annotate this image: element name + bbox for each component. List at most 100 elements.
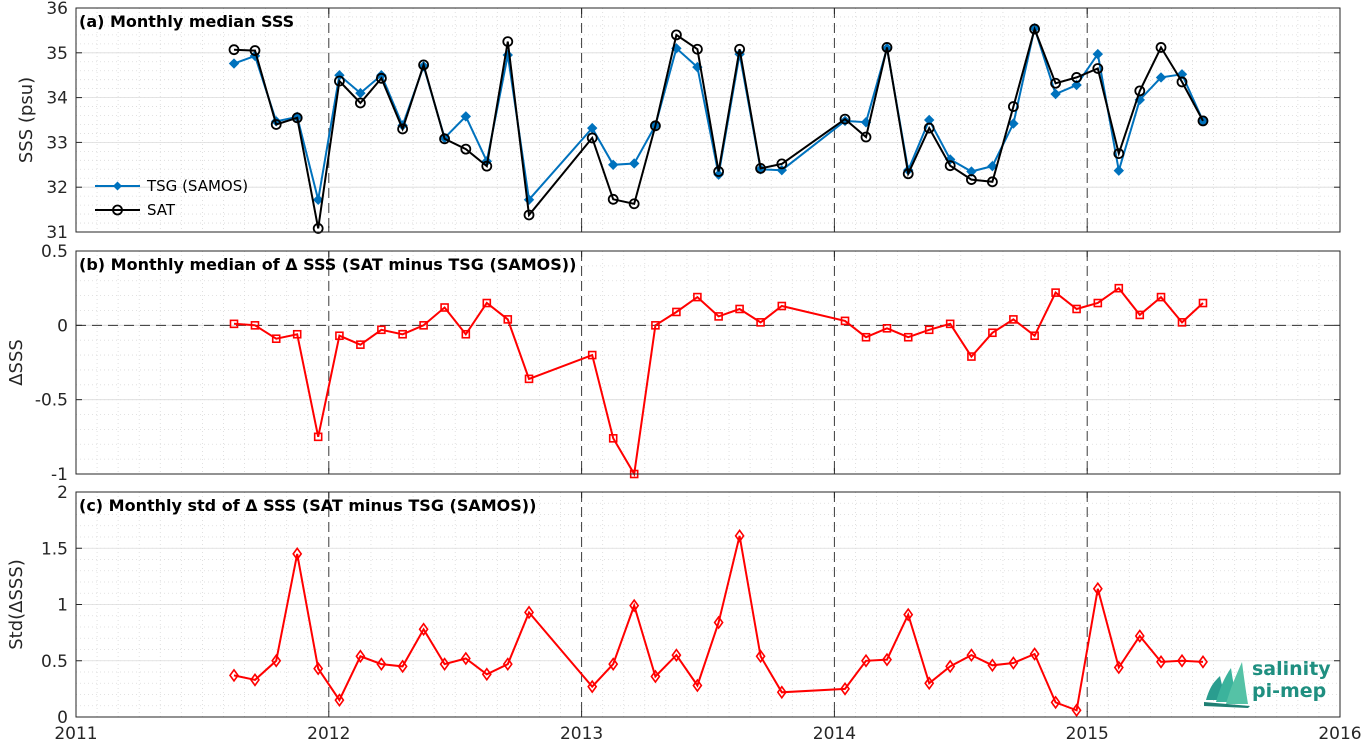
panel-c-x-tick-label: 2014 xyxy=(813,724,856,744)
panel-c-point xyxy=(650,669,661,684)
panel-b-point xyxy=(419,321,428,330)
panel-b-point xyxy=(988,328,997,338)
panel-c-point xyxy=(776,685,787,700)
panel-b-point xyxy=(756,318,765,327)
panel-c-std-delta-sss: 0 0.5 1 1.5 2 2011 2012 2013 2014 2015 2016 (c) Mo… xyxy=(6,483,1362,744)
panel-c-point xyxy=(397,659,408,674)
panel-c-point xyxy=(1050,695,1061,710)
panel-a-sat-point xyxy=(354,97,366,109)
panel-b-point xyxy=(313,432,323,442)
panel-a-title: (a) Monthly median SSS xyxy=(79,12,294,31)
panel-a-sat-point xyxy=(586,132,598,144)
panel-a-sat-point xyxy=(860,131,872,143)
panel-a-sat-point xyxy=(334,75,345,87)
panel-b-y-tick-label: -0.5 xyxy=(35,391,68,411)
panel-b-point xyxy=(1009,315,1018,324)
panel-a-sat-point xyxy=(460,143,472,155)
panel-a-tsg-samos-point xyxy=(312,194,324,205)
panel-a-sat-line xyxy=(233,25,1204,229)
panel-b-series-line xyxy=(233,286,1204,477)
panel-c-point xyxy=(1156,655,1167,669)
panel-a-y-tick-label: 32 xyxy=(46,178,68,198)
panel-c-point xyxy=(608,657,619,671)
panel-c-x-tick-label: 2012 xyxy=(307,724,350,744)
panel-a-sat-point xyxy=(713,166,725,177)
panel-a-sat-point xyxy=(375,72,387,84)
panel-c-point xyxy=(1092,581,1103,596)
panel-a-sat-point xyxy=(691,43,703,55)
panel-c-x-tick-label: 2011 xyxy=(54,724,97,744)
panel-a-sat-point xyxy=(1092,63,1104,74)
panel-c-y-tick-label: 0.5 xyxy=(41,652,68,672)
panel-a-sat-point xyxy=(628,198,640,210)
panel-a-sat-point xyxy=(249,45,261,56)
panel-a-tsg-samos-point xyxy=(1113,165,1125,176)
panel-c-point xyxy=(502,657,513,671)
panel-c-point xyxy=(966,648,977,662)
panel-a-sat-point xyxy=(734,43,745,55)
panel-a-sat-point xyxy=(418,59,430,71)
panel-c-point xyxy=(1177,653,1187,668)
panel-b-point xyxy=(672,307,681,317)
panel-c-point xyxy=(671,648,682,662)
panel-a-sat-point xyxy=(270,119,282,130)
panel-c-point xyxy=(713,615,724,630)
panel-b-y-tick-label: 0.5 xyxy=(41,242,68,262)
panel-b-y-tick-label: -1 xyxy=(51,465,68,485)
panel-b-point xyxy=(651,321,660,330)
panel-c-point xyxy=(587,679,598,694)
panel-a-tsg-samos-point xyxy=(987,160,998,172)
panel-c-point xyxy=(1029,647,1040,661)
panel-c-title: (c) Monthly std of Δ SSS (SAT minus TSG … xyxy=(79,496,536,515)
panel-c-point xyxy=(271,653,282,668)
panel-c-point xyxy=(313,661,324,676)
legend-tsg-marker xyxy=(113,181,122,191)
panel-a-tsg-samos-point xyxy=(607,159,619,171)
logo-word-pi-mep: pi-mep xyxy=(1252,680,1327,702)
panel-b-point xyxy=(714,312,723,321)
panel-c-point xyxy=(903,607,914,622)
panel-b-point xyxy=(777,301,787,311)
panel-b-point xyxy=(587,350,597,360)
panel-c-point xyxy=(1008,656,1019,670)
panel-b-point xyxy=(735,304,744,314)
panel-b-point xyxy=(861,332,871,342)
wave-logo-icon xyxy=(1204,662,1250,708)
panel-c-y-tick-label: 1.5 xyxy=(41,539,68,559)
panel-a-sat-point xyxy=(481,160,493,172)
panel-b-point xyxy=(271,334,281,344)
legend-sat-marker xyxy=(112,204,123,216)
panel-b-point xyxy=(882,324,892,333)
panel-a-tsg-samos-point xyxy=(1071,79,1082,91)
panel-b-point xyxy=(1135,310,1145,320)
panel-c-point xyxy=(524,605,535,620)
panel-c-point xyxy=(1134,629,1145,643)
panel-a-sat-point xyxy=(1071,72,1082,83)
panel-b-point xyxy=(903,332,913,342)
panel-a-tsg-samos-point xyxy=(1092,48,1104,60)
panel-a-y-axis-label: SSS (psu) xyxy=(16,77,37,163)
panel-a-sat-point xyxy=(502,36,514,47)
panel-a-sat-point xyxy=(881,42,893,53)
panel-b-point xyxy=(945,319,955,329)
panel-a-sat-point xyxy=(607,193,619,205)
panel-a-sat-point xyxy=(397,123,409,135)
panel-a-tsg-samos-point xyxy=(1050,88,1061,100)
panel-a-tsg-samos-point xyxy=(1155,72,1167,83)
panel-a-sat-point xyxy=(312,223,324,234)
panel-a-y-tick-label: 31 xyxy=(46,223,68,243)
panel-b-point xyxy=(1093,298,1103,308)
panel-c-point xyxy=(924,676,935,691)
panel-a-y-tick-label: 33 xyxy=(46,133,68,153)
panel-c-y-axis-label: Std(ΔSSS) xyxy=(6,559,27,650)
panel-b-point xyxy=(482,298,492,308)
panel-c-point xyxy=(840,682,851,696)
panel-b-point xyxy=(356,340,365,349)
panel-b-point xyxy=(693,292,702,302)
panel-b-point xyxy=(1051,288,1060,297)
panel-c-x-tick-label: 2013 xyxy=(560,724,603,744)
panel-b-point xyxy=(524,374,534,384)
panel-a-sat-point xyxy=(776,158,788,170)
panel-b-point xyxy=(292,329,302,339)
